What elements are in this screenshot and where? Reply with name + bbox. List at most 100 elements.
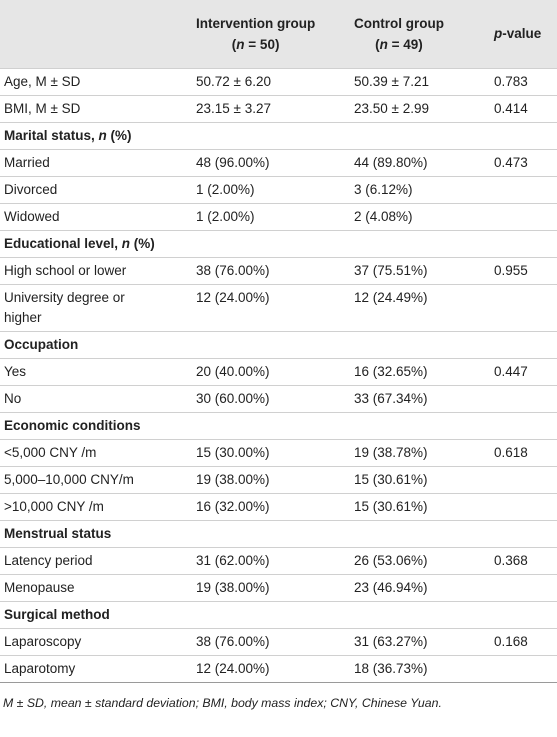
empty-cell <box>494 520 557 547</box>
value-cell: 19 (38.00%) <box>196 579 270 595</box>
value-cell: 48 (96.00%) <box>196 154 270 170</box>
data-row: No 30 (60.00%) 33 (67.34%) <box>0 385 557 412</box>
value-cell: 19 (38.78%) <box>354 444 428 460</box>
row-label: Married <box>4 154 50 170</box>
row-label: Latency period <box>4 552 93 568</box>
empty-cell <box>196 230 354 257</box>
data-row: Married 48 (96.00%) 44 (89.80%) 0.473 <box>0 149 557 176</box>
value-cell: 0.955 <box>494 262 528 278</box>
empty-cell <box>354 601 494 628</box>
empty-cell <box>494 122 557 149</box>
value-cell: 31 (63.27%) <box>354 633 428 649</box>
value-cell: 23.15 ± 3.27 <box>196 100 271 116</box>
header-line: (n = 49) <box>354 34 444 55</box>
row-label: Age, M ± SD <box>4 73 81 89</box>
header-cell: Control group (n = 49) <box>354 0 494 68</box>
empty-cell <box>494 655 557 682</box>
data-row: Laparoscopy 38 (76.00%) 31 (63.27%) 0.168 <box>0 628 557 655</box>
empty-cell <box>494 203 557 230</box>
row-label: High school or lower <box>4 262 127 278</box>
data-row: >10,000 CNY /m 16 (32.00%) 15 (30.61%) <box>0 493 557 520</box>
empty-cell <box>494 574 557 601</box>
text-segment: Menstrual status <box>4 525 112 541</box>
section-row: Economic conditions <box>0 412 557 439</box>
value-cell: 0.414 <box>494 100 528 116</box>
text-segment: n <box>379 36 388 52</box>
empty-cell <box>494 331 557 358</box>
section-row: Educational level, n (%) <box>0 230 557 257</box>
section-row: Surgical method <box>0 601 557 628</box>
empty-cell <box>354 122 494 149</box>
value-cell: 20 (40.00%) <box>196 363 270 379</box>
header-line: (n = 50) <box>196 34 315 55</box>
value-cell: 16 (32.65%) <box>354 363 428 379</box>
section-heading: Economic conditions <box>0 412 196 439</box>
text-segment: (%) <box>106 127 132 143</box>
row-label: <5,000 CNY /m <box>4 444 97 460</box>
value-cell: 33 (67.34%) <box>354 390 428 406</box>
value-cell: 1 (2.00%) <box>196 208 255 224</box>
value-cell: 23.50 ± 2.99 <box>354 100 429 116</box>
row-label: No <box>4 390 22 406</box>
value-cell: 0.473 <box>494 154 528 170</box>
text-segment: (%) <box>130 235 155 251</box>
section-heading: Menstrual status <box>0 520 196 547</box>
section-heading: Educational level, n (%) <box>0 230 196 257</box>
value-cell: 12 (24.00%) <box>196 660 270 676</box>
text-segment: Economic conditions <box>4 417 141 433</box>
value-cell: 19 (38.00%) <box>196 471 270 487</box>
text-segment: Intervention group <box>196 15 316 31</box>
empty-cell <box>196 601 354 628</box>
empty-cell <box>354 520 494 547</box>
header-text: Intervention group (n = 50) <box>196 13 315 55</box>
text-segment: ( <box>231 36 237 52</box>
data-row: Latency period 31 (62.00%) 26 (53.06%) 0.36… <box>0 547 557 574</box>
value-cell: 15 (30.61%) <box>354 471 428 487</box>
value-cell: 44 (89.80%) <box>354 154 428 170</box>
nowrap-group: n (%) <box>122 236 155 251</box>
empty-cell <box>196 331 354 358</box>
data-row: 5,000–10,000 CNY/m 19 (38.00%) 15 (30.61%) <box>0 466 557 493</box>
empty-cell <box>494 230 557 257</box>
text-segment: = 49) <box>387 36 423 52</box>
empty-cell <box>494 466 557 493</box>
text-segment: Surgical method <box>4 606 110 622</box>
row-label: Divorced <box>4 181 58 197</box>
text-segment: = 50) <box>244 36 280 52</box>
empty-cell <box>196 520 354 547</box>
section-row: Marital status, n (%) <box>0 122 557 149</box>
table-header: Intervention group (n = 50) Control group(… <box>0 0 557 68</box>
value-cell: 2 (4.08%) <box>354 208 413 224</box>
data-row: Age, M ± SD 50.72 ± 6.20 50.39 ± 7.21 0.783 <box>0 68 557 95</box>
data-row: Divorced 1 (2.00%) 3 (6.12%) <box>0 176 557 203</box>
header-text: Control group (n = 49) <box>354 13 444 55</box>
empty-cell <box>354 230 494 257</box>
row-label: 5,000–10,000 CNY/m <box>4 471 134 487</box>
row-label: >10,000 CNY /m <box>4 498 104 514</box>
value-cell: 15 (30.00%) <box>196 444 270 460</box>
data-row: University degree or higher 12 (24.00%) 12… <box>0 284 557 331</box>
empty-cell <box>494 385 557 412</box>
header-cell: Intervention group (n = 50) <box>196 0 354 68</box>
value-cell: 15 (30.61%) <box>354 498 428 514</box>
header-row: Intervention group (n = 50) Control group(… <box>0 0 557 68</box>
value-cell: 0.618 <box>494 444 528 460</box>
text-segment: -value <box>502 26 542 42</box>
section-heading: Marital status, n (%) <box>0 122 196 149</box>
data-row: High school or lower 38 (76.00%) 37 (75.51… <box>0 257 557 284</box>
text-segment: p <box>494 26 503 42</box>
footnote: M ± SD, mean ± standard deviation; BMI, … <box>3 695 442 710</box>
value-cell: 50.39 ± 7.21 <box>354 73 429 89</box>
value-cell: 0.368 <box>494 552 528 568</box>
empty-cell <box>354 331 494 358</box>
value-cell: 38 (76.00%) <box>196 633 270 649</box>
row-label: Menopause <box>4 579 75 595</box>
text-segment: ( <box>375 36 380 52</box>
value-cell: 12 (24.49%) <box>354 289 428 305</box>
data-row: Widowed 1 (2.00%) 2 (4.08%) <box>0 203 557 230</box>
row-label: University degree or higher <box>4 289 125 325</box>
data-row: BMI, M ± SD 23.15 ± 3.27 23.50 ± 2.99 0.414 <box>0 95 557 122</box>
value-cell: 38 (76.00%) <box>196 262 270 278</box>
value-cell: 16 (32.00%) <box>196 498 270 514</box>
